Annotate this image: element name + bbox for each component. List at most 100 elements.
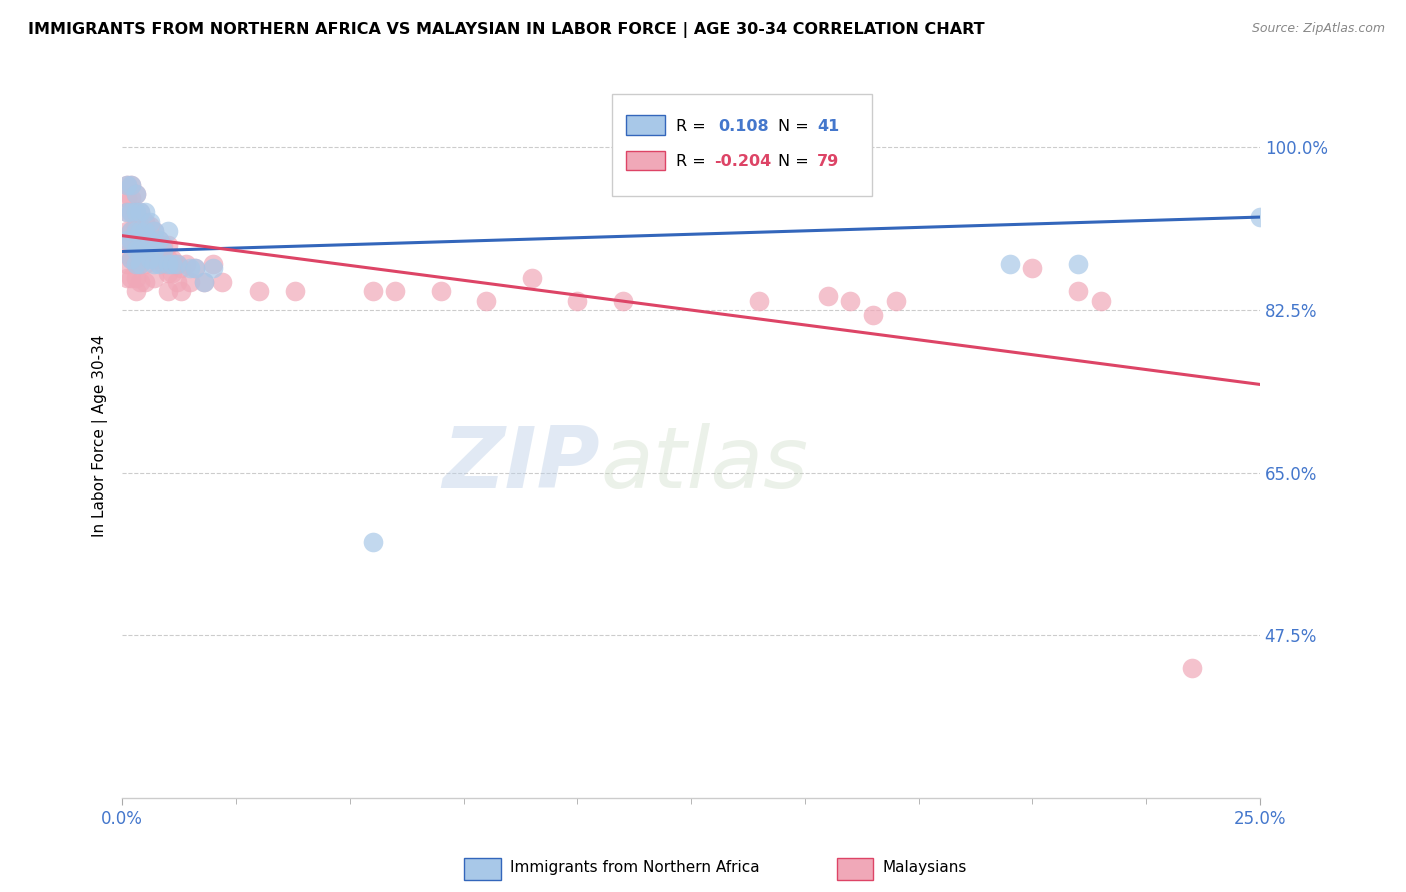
Text: atlas: atlas (600, 423, 808, 506)
Point (120, 224, 142, 238)
Point (120, 205, 142, 219)
Point (193, 275, 215, 289)
Point (134, 224, 156, 238)
Point (125, 247, 148, 261)
Point (120, 224, 142, 238)
Point (170, 285, 193, 299)
Point (1067, 256, 1090, 270)
Point (138, 252, 160, 266)
Point (120, 178, 142, 192)
Point (148, 256, 170, 270)
Point (184, 261, 207, 276)
Point (125, 256, 148, 270)
Point (1181, 661, 1204, 675)
Point (520, 270, 543, 285)
Point (120, 205, 142, 219)
Point (134, 215, 156, 229)
Point (148, 252, 170, 266)
Point (134, 228, 156, 243)
Point (120, 192, 142, 206)
Point (120, 233, 142, 247)
Point (115, 247, 138, 261)
Point (120, 233, 142, 247)
Point (138, 219, 160, 234)
Point (134, 243, 156, 257)
Point (1249, 210, 1271, 224)
Point (138, 215, 160, 229)
Point (862, 308, 884, 322)
Point (120, 252, 142, 266)
Point (115, 270, 138, 285)
Point (120, 178, 142, 192)
Point (125, 233, 148, 247)
Point (120, 270, 142, 285)
Point (143, 270, 166, 285)
Point (134, 243, 156, 257)
Point (129, 243, 152, 257)
Point (129, 219, 152, 234)
Point (115, 256, 138, 270)
Point (129, 233, 152, 247)
Point (162, 266, 184, 280)
Point (166, 275, 188, 289)
Point (884, 293, 907, 308)
Point (247, 285, 270, 299)
Point (138, 233, 160, 247)
Point (138, 233, 160, 247)
Point (143, 252, 166, 266)
Point (115, 224, 138, 238)
Point (166, 256, 188, 270)
Point (115, 205, 138, 219)
Point (152, 243, 174, 257)
Text: 41: 41 (817, 119, 839, 134)
Point (748, 293, 770, 308)
Point (138, 247, 160, 261)
Point (384, 285, 406, 299)
Point (156, 224, 179, 238)
Point (129, 247, 152, 261)
Point (148, 233, 170, 247)
Text: IMMIGRANTS FROM NORTHERN AFRICA VS MALAYSIAN IN LABOR FORCE | AGE 30-34 CORRELAT: IMMIGRANTS FROM NORTHERN AFRICA VS MALAY… (28, 22, 984, 38)
Point (284, 285, 307, 299)
Point (125, 270, 148, 285)
Point (125, 205, 148, 219)
Point (1021, 261, 1043, 276)
Point (839, 293, 862, 308)
Point (115, 178, 138, 192)
Point (817, 289, 839, 303)
Point (143, 238, 166, 252)
Point (143, 243, 166, 257)
Point (162, 256, 184, 270)
Point (129, 275, 152, 289)
Point (115, 233, 138, 247)
Point (134, 256, 156, 270)
Point (156, 266, 179, 280)
Point (148, 233, 170, 247)
Point (115, 233, 138, 247)
Point (134, 275, 156, 289)
Text: 0.108: 0.108 (718, 119, 769, 134)
Point (152, 256, 174, 270)
Point (156, 285, 179, 299)
Point (129, 205, 152, 219)
Y-axis label: In Labor Force | Age 30-34: In Labor Force | Age 30-34 (93, 334, 108, 537)
Point (202, 256, 225, 270)
Point (129, 256, 152, 270)
Point (125, 186, 148, 201)
Point (361, 285, 384, 299)
Point (998, 256, 1021, 270)
Point (211, 275, 233, 289)
Point (125, 219, 148, 234)
Text: R =: R = (676, 154, 711, 169)
Point (125, 205, 148, 219)
Point (179, 261, 201, 276)
Point (143, 224, 166, 238)
Point (361, 535, 384, 549)
Text: Immigrants from Northern Africa: Immigrants from Northern Africa (510, 860, 761, 874)
Point (115, 205, 138, 219)
Text: Malaysians: Malaysians (883, 860, 967, 874)
Point (129, 224, 152, 238)
Point (429, 285, 451, 299)
Point (143, 256, 166, 270)
Point (1067, 285, 1090, 299)
